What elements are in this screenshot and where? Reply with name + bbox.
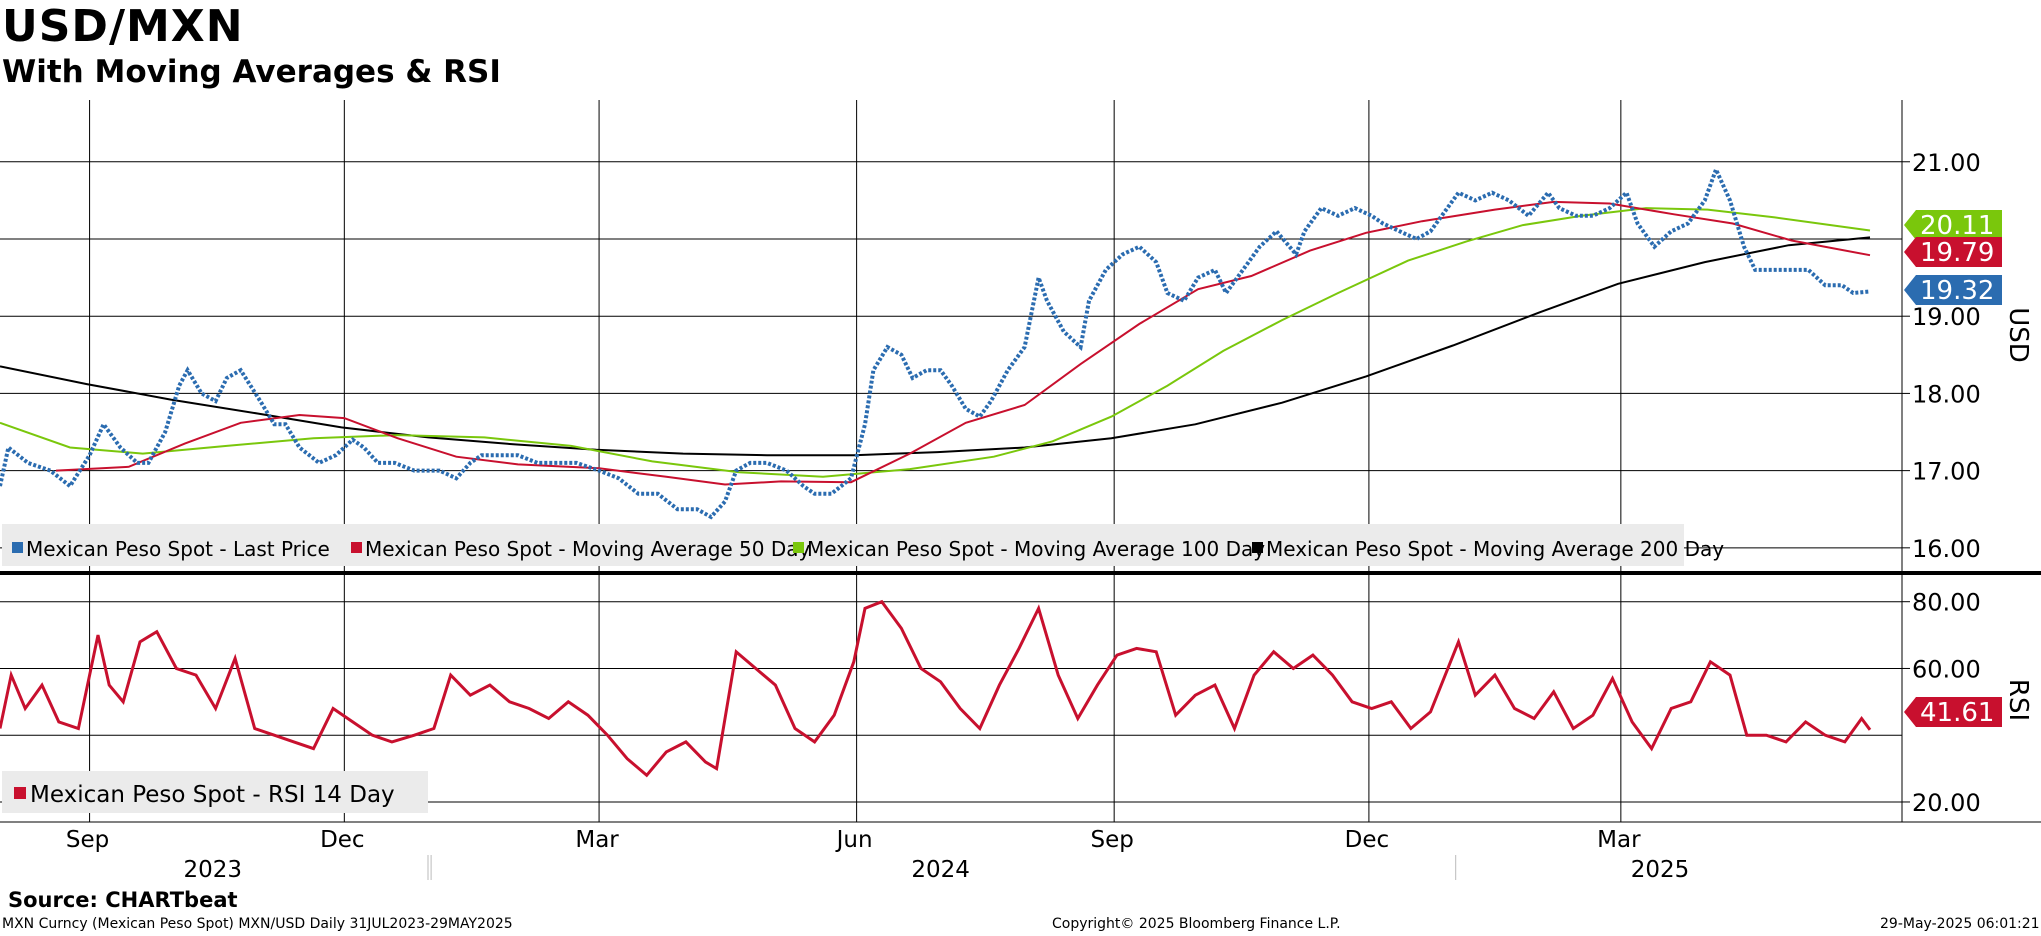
footer-copyright: Copyright© 2025 Bloomberg Finance L.P. [1052, 916, 1341, 932]
legend-label: Mexican Peso Spot - Moving Average 50 Da… [365, 537, 811, 561]
footer-timestamp: 29-May-2025 06:01:21 [1880, 916, 2040, 932]
year-label: 2023 [183, 857, 242, 883]
x-tick-label: Sep [66, 827, 109, 853]
ma50-value-tag: 19.79 [1904, 237, 2002, 268]
value-tag-box [1904, 275, 2002, 305]
price-legend-box [2, 524, 1684, 566]
legend-swatch [793, 542, 804, 553]
value-tag-box [1904, 697, 2002, 727]
legend-swatch [1252, 542, 1263, 553]
legend-label: Mexican Peso Spot - Last Price [26, 537, 330, 561]
ma100-value-tag: 20.11 [1904, 210, 2002, 241]
value-tag-text: 20.11 [1920, 211, 1994, 241]
legend-label: Mexican Peso Spot - RSI 14 Day [30, 782, 395, 808]
moving-average-series [0, 207, 1871, 478]
x-tick-label: Jun [835, 827, 873, 853]
legend-swatch [351, 542, 362, 553]
value-tag-text: 41.61 [1920, 698, 1994, 728]
legend-label: Mexican Peso Spot - Moving Average 100 D… [807, 537, 1265, 561]
year-label: 2025 [1631, 857, 1690, 883]
year-label: 2024 [911, 857, 970, 883]
x-tick-label: Mar [1597, 827, 1641, 853]
price-tick-label: 18.00 [1912, 380, 1981, 408]
value-tag-text: 19.79 [1920, 238, 1994, 268]
price-tick-label: 21.00 [1912, 149, 1981, 177]
x-tick-label: Sep [1090, 827, 1133, 853]
value-tag-box [1904, 210, 2002, 240]
last-price-series [0, 164, 1871, 520]
rsi-tick-label: 20.00 [1912, 789, 1981, 817]
legend-label: Mexican Peso Spot - Moving Average 200 D… [1266, 537, 1724, 561]
price-tick-label: 19.00 [1912, 303, 1981, 331]
chart-title: USD/MXN [2, 1, 244, 52]
moving-average-series [0, 236, 1871, 457]
price-axis-title: USD [2003, 307, 2033, 363]
footer-ticker-info: MXN Curncy (Mexican Peso Spot) MXN/USD D… [2, 916, 513, 932]
rsi-legend-box [2, 771, 428, 813]
x-tick-label: Mar [575, 827, 619, 853]
price-tick-label: 16.00 [1912, 535, 1981, 563]
value-tag-box [1904, 237, 2002, 267]
moving-average-series [55, 200, 1871, 486]
x-tick-label: Dec [1345, 827, 1390, 853]
rsi-value-tag: 41.61 [1904, 697, 2002, 728]
rsi-tick-label: 80.00 [1912, 589, 1981, 617]
last-price-value-tag: 19.32 [1904, 275, 2002, 306]
x-tick-label: Dec [320, 827, 365, 853]
rsi-axis-title: RSI [2003, 679, 2033, 721]
rsi-tick-label: 60.00 [1912, 655, 1981, 683]
legend-swatch [14, 787, 26, 799]
source-note: Source: CHARTbeat [8, 888, 238, 912]
chart-subtitle: With Moving Averages & RSI [2, 54, 501, 90]
rsi-series [0, 599, 1872, 778]
price-tick-label: 17.00 [1912, 458, 1981, 486]
value-tag-text: 19.32 [1920, 276, 1994, 306]
legend-swatch [12, 542, 23, 553]
